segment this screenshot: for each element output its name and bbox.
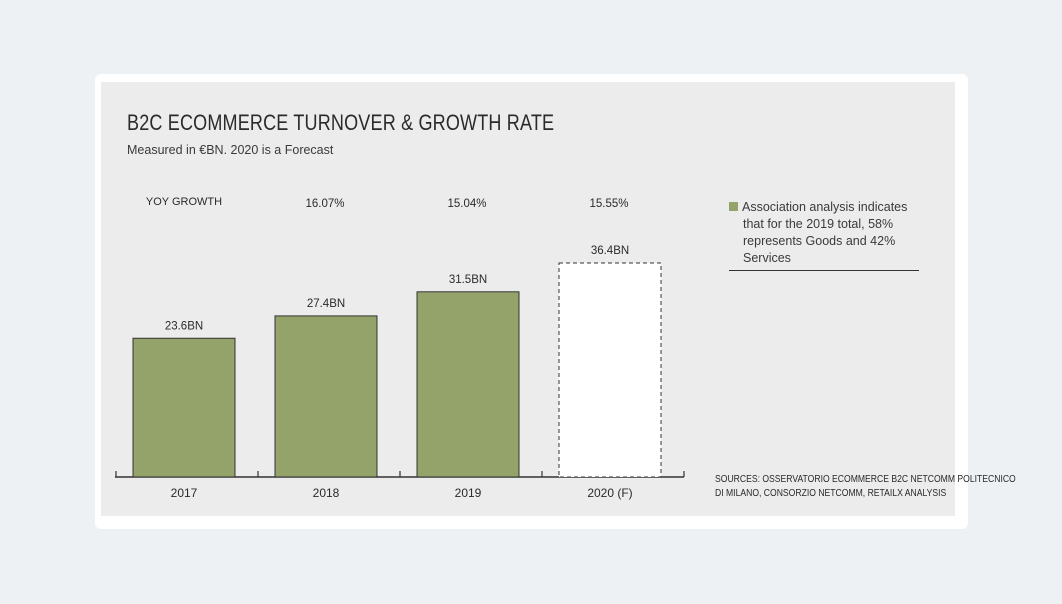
bar-value-label: 23.6BN xyxy=(165,320,203,332)
x-tick-label: 2017 xyxy=(171,486,198,500)
sources-line-1: SOURCES: OSSERVATORIO ECOMMERCE B2C NETC… xyxy=(715,473,1016,485)
legend-swatch xyxy=(729,202,738,211)
chart-subtitle: Measured in €BN. 2020 is a Forecast xyxy=(127,143,334,157)
bar-value-label: 31.5BN xyxy=(449,274,487,286)
bar-value-label: 36.4BN xyxy=(591,245,629,257)
bar xyxy=(274,315,378,478)
growth-header: YOY GROWTH xyxy=(146,196,222,208)
bar-value-label: 27.4BN xyxy=(307,298,345,310)
chart-panel xyxy=(101,82,955,516)
bar xyxy=(132,337,236,478)
legend-note: Association analysis indicates that for … xyxy=(729,199,919,271)
growth-label: 16.07% xyxy=(305,198,344,210)
legend-note-text: Association analysis indicates that for … xyxy=(742,200,908,265)
x-tick-label: 2019 xyxy=(455,486,482,500)
chart-title: B2C ECOMMERCE TURNOVER & GROWTH RATE xyxy=(127,110,555,135)
sources-note: SOURCES: OSSERVATORIO ECOMMERCE B2C NETC… xyxy=(715,472,1016,500)
bar-forecast xyxy=(558,262,662,478)
growth-label: 15.55% xyxy=(589,198,628,210)
x-tick-label: 2020 (F) xyxy=(587,486,632,500)
bar xyxy=(416,291,520,478)
x-tick-label: 2018 xyxy=(313,486,340,500)
sources-line-2: DI MILANO, CONSORZIO NETCOMM, RETAILX AN… xyxy=(715,487,947,499)
growth-label: 15.04% xyxy=(447,198,486,210)
